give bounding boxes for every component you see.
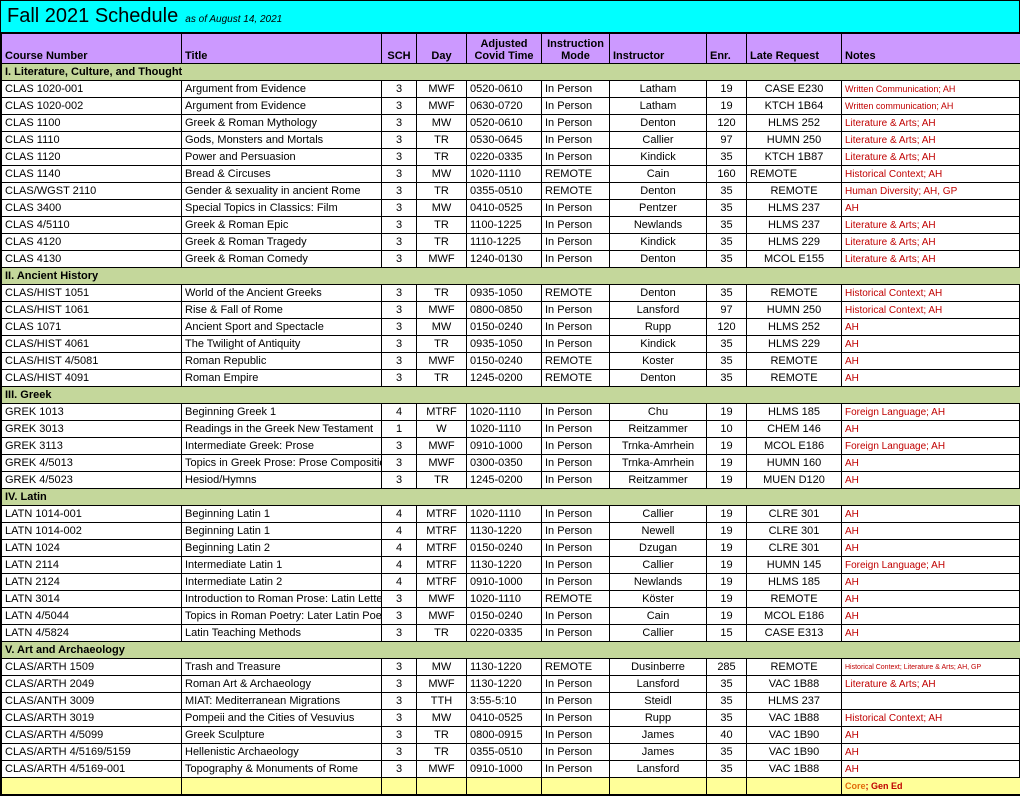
table-row: LATN 4/5044Topics in Roman Poetry: Later…	[2, 608, 1020, 625]
table-row: LATN 1014-002Beginning Latin 14MTRF1130-…	[2, 523, 1020, 540]
table-row: LATN 2114Intermediate Latin 14MTRF1130-1…	[2, 557, 1020, 574]
table-row: GREK 1013Beginning Greek 14MTRF1020-1110…	[2, 404, 1020, 421]
legend-cell: Core; Gen Ed	[842, 778, 1020, 795]
table-row: CLAS/ARTH 4/5169/5159Hellenistic Archaeo…	[2, 744, 1020, 761]
col-sch: SCH	[382, 34, 417, 64]
table-row: CLAS 1110Gods, Monsters and Mortals3TR05…	[2, 132, 1020, 149]
table-row: LATN 3014Introduction to Roman Prose: La…	[2, 591, 1020, 608]
col-day: Day	[417, 34, 467, 64]
table-row: CLAS/ARTH 4/5099Greek Sculpture3TR0800-0…	[2, 727, 1020, 744]
table-row: GREK 4/5023Hesiod/Hymns3TR1245-0200In Pe…	[2, 472, 1020, 489]
section-header: III. Greek	[2, 387, 1020, 404]
table-row: CLAS 4120Greek & Roman Tragedy3TR1110-12…	[2, 234, 1020, 251]
col-time: Adjusted Covid Time	[467, 34, 542, 64]
table-row: CLAS/ANTH 3009MIAT: Mediterranean Migrat…	[2, 693, 1020, 710]
table-row: GREK 3113Intermediate Greek: Prose3MWF09…	[2, 438, 1020, 455]
header-row: Course Number Title SCH Day Adjusted Cov…	[2, 34, 1020, 64]
section-header: I. Literature, Culture, and Thought	[2, 64, 1020, 81]
title-row: Fall 2021 Schedule as of August 14, 2021	[1, 1, 1019, 33]
schedule-table: Course Number Title SCH Day Adjusted Cov…	[1, 33, 1020, 795]
section-header: IV. Latin	[2, 489, 1020, 506]
col-notes: Notes	[842, 34, 1020, 64]
page-title: Fall 2021 Schedule	[7, 5, 178, 27]
col-course: Course Number	[2, 34, 182, 64]
table-row: CLAS/ARTH 1509Trash and Treasure3MW1130-…	[2, 659, 1020, 676]
page-subtitle: as of August 14, 2021	[185, 14, 282, 25]
table-row: CLAS 1071Ancient Sport and Spectacle3MW0…	[2, 319, 1020, 336]
col-late: Late Request	[747, 34, 842, 64]
table-row: LATN 1014-001Beginning Latin 14MTRF1020-…	[2, 506, 1020, 523]
table-row: CLAS 3400Special Topics in Classics: Fil…	[2, 200, 1020, 217]
table-row: CLAS 1020-001Argument from Evidence3MWF0…	[2, 81, 1020, 98]
schedule-container: Fall 2021 Schedule as of August 14, 2021…	[0, 0, 1020, 796]
table-row: CLAS 1020-002Argument from Evidence3MWF0…	[2, 98, 1020, 115]
table-row: CLAS/ARTH 2049Roman Art & Archaeology3MW…	[2, 676, 1020, 693]
section-header: II. Ancient History	[2, 268, 1020, 285]
table-row: CLAS 1100Greek & Roman Mythology3MW0520-…	[2, 115, 1020, 132]
table-body: I. Literature, Culture, and ThoughtCLAS …	[2, 64, 1020, 795]
table-row: CLAS/HIST 1061Rise & Fall of Rome3MWF080…	[2, 302, 1020, 319]
table-row: CLAS 1120Power and Persuasion3TR0220-033…	[2, 149, 1020, 166]
table-row: GREK 4/5013Topics in Greek Prose: Prose …	[2, 455, 1020, 472]
table-row: CLAS/HIST 1051World of the Ancient Greek…	[2, 285, 1020, 302]
table-row: LATN 1024Beginning Latin 24MTRF0150-0240…	[2, 540, 1020, 557]
table-row: CLAS/HIST 4091Roman Empire3TR1245-0200RE…	[2, 370, 1020, 387]
col-mode: Instruction Mode	[542, 34, 610, 64]
table-row: CLAS/ARTH 4/5169-001Topography & Monumen…	[2, 761, 1020, 778]
section-header: V. Art and Archaeology	[2, 642, 1020, 659]
table-row: CLAS/WGST 2110Gender & sexuality in anci…	[2, 183, 1020, 200]
table-row: GREK 3013Readings in the Greek New Testa…	[2, 421, 1020, 438]
table-row: LATN 2124Intermediate Latin 24MTRF0910-1…	[2, 574, 1020, 591]
table-row: CLAS/ARTH 3019Pompeii and the Cities of …	[2, 710, 1020, 727]
table-row: CLAS 1140Bread & Circuses3MW1020-1110REM…	[2, 166, 1020, 183]
legend-row: Core; Gen Ed	[2, 778, 1020, 795]
table-row: CLAS/HIST 4061The Twilight of Antiquity3…	[2, 336, 1020, 353]
table-row: CLAS 4/5110Greek & Roman Epic3TR1100-122…	[2, 217, 1020, 234]
col-title: Title	[182, 34, 382, 64]
table-row: CLAS 4130Greek & Roman Comedy3MWF1240-01…	[2, 251, 1020, 268]
table-row: CLAS/HIST 4/5081Roman Republic3MWF0150-0…	[2, 353, 1020, 370]
col-instructor: Instructor	[610, 34, 707, 64]
col-enr: Enr.	[707, 34, 747, 64]
table-row: LATN 4/5824Latin Teaching Methods3TR0220…	[2, 625, 1020, 642]
